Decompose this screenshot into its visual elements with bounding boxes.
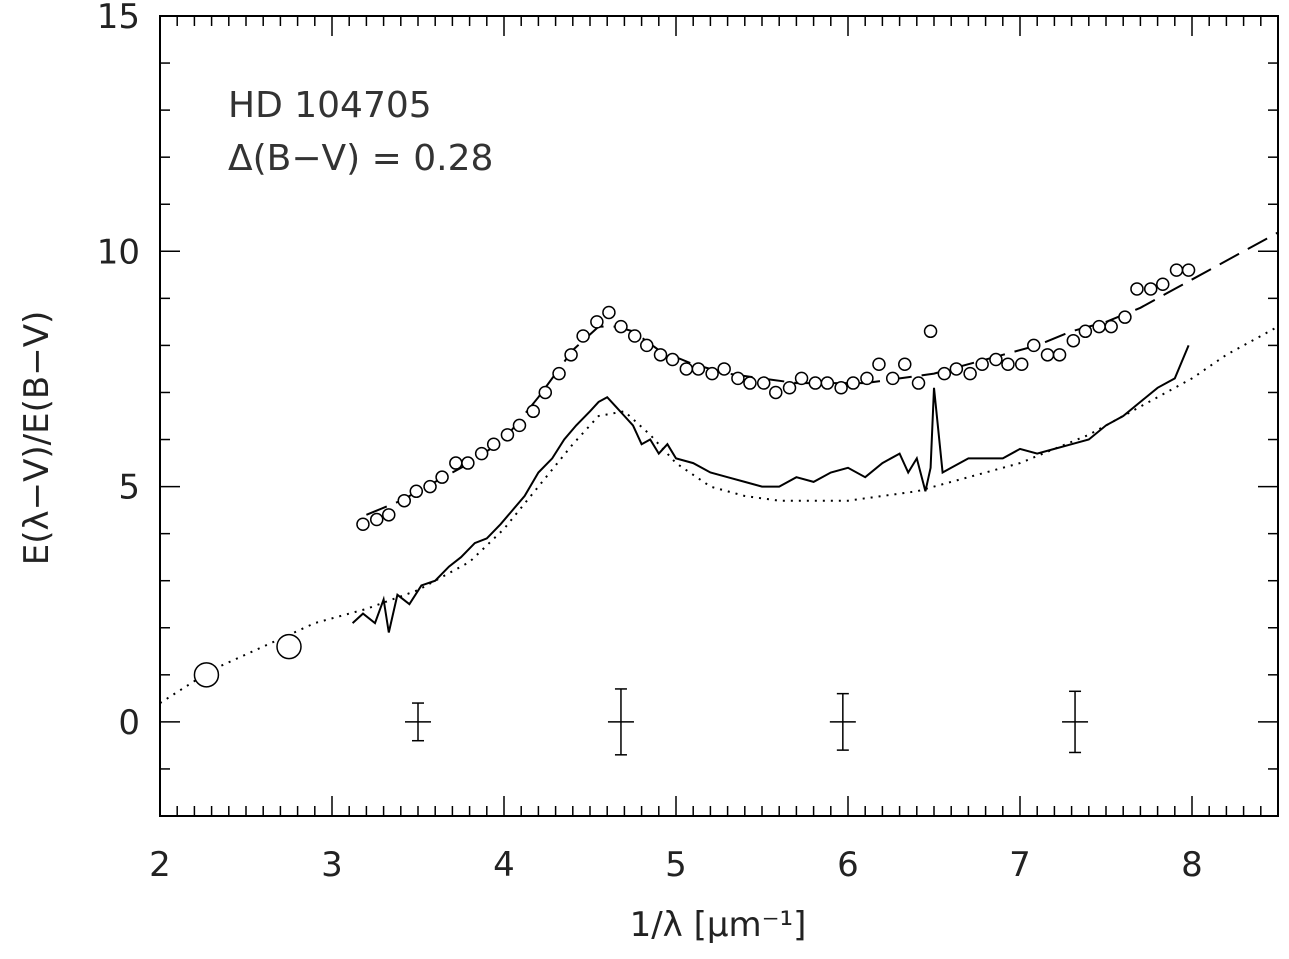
data-point <box>846 376 860 390</box>
error-bar <box>405 702 431 742</box>
error-bars <box>405 688 1089 756</box>
x-tick-label: 6 <box>837 845 859 885</box>
data-point <box>500 428 515 442</box>
data-point <box>1027 338 1041 353</box>
data-point <box>486 437 501 451</box>
data-point <box>769 385 783 400</box>
data-point <box>743 376 757 390</box>
data-point <box>937 366 952 381</box>
data-point <box>756 376 771 390</box>
data-point <box>627 329 642 343</box>
x-tick-label: 4 <box>493 845 515 885</box>
annotation-star-name: HD 104705 <box>228 85 432 126</box>
data-point <box>898 357 912 371</box>
data-point <box>382 508 396 522</box>
data-point <box>576 329 590 343</box>
annotation-color-excess: Δ(B−V) = 0.28 <box>228 138 493 179</box>
error-bar <box>607 688 634 756</box>
data-point <box>989 352 1003 367</box>
data-point <box>1066 333 1081 348</box>
data-point <box>423 479 437 494</box>
data-point <box>614 319 628 334</box>
data-point <box>564 348 578 362</box>
data-point <box>397 493 411 508</box>
data-point <box>653 348 668 362</box>
data-point <box>705 366 719 381</box>
x-tick-label: 5 <box>665 845 687 885</box>
series-layer <box>159 231 1279 704</box>
plot-frame <box>159 15 1279 817</box>
data-point <box>1078 324 1093 339</box>
tick-labels: 2 3 4 5 6 7 8 0 5 10 15 <box>97 0 1203 885</box>
series-dashed <box>366 231 1279 516</box>
data-point <box>1104 319 1118 334</box>
data-point <box>552 366 566 381</box>
series-solid-spectrum <box>351 345 1190 633</box>
x-tick-label: 8 <box>1181 845 1203 885</box>
data-point <box>731 371 745 386</box>
data-point <box>923 324 938 339</box>
data-point <box>474 446 489 461</box>
data-point <box>820 376 835 390</box>
series-dotted <box>159 325 1279 704</box>
data-point <box>640 338 654 353</box>
photometry-point <box>193 662 220 688</box>
data-point <box>885 371 900 386</box>
y-axis-label: E(λ−V)/E(B−V) <box>17 311 57 565</box>
data-point <box>369 512 384 527</box>
data-point <box>860 371 874 386</box>
data-point <box>808 376 823 390</box>
error-bar <box>829 692 856 751</box>
error-bar <box>1062 690 1089 754</box>
data-point <box>512 418 527 433</box>
data-point <box>526 404 540 419</box>
data-point <box>782 381 797 395</box>
axis-ticks <box>159 15 1279 817</box>
data-point <box>461 456 475 470</box>
x-tick-label: 3 <box>321 845 343 885</box>
x-tick-label: 7 <box>1009 845 1031 885</box>
data-point <box>717 362 731 376</box>
data-point <box>963 366 977 381</box>
y-tick-label: 15 <box>97 0 140 37</box>
data-point <box>538 385 553 400</box>
data-point <box>1118 310 1132 324</box>
photometry-point <box>276 633 302 660</box>
data-point <box>834 381 848 395</box>
data-point <box>691 362 706 376</box>
data-point <box>449 456 463 470</box>
data-point <box>602 305 616 320</box>
data-point <box>1014 357 1029 371</box>
data-point <box>1040 348 1055 362</box>
data-point <box>1156 277 1170 291</box>
data-point <box>949 362 964 376</box>
data-point <box>1092 319 1106 334</box>
data-point <box>590 315 604 329</box>
data-point <box>1052 348 1067 362</box>
data-point <box>679 362 694 376</box>
data-point <box>1001 357 1015 371</box>
data-point <box>1181 263 1196 277</box>
x-axis-label: 1/λ [μm⁻¹] <box>630 905 807 945</box>
data-point <box>435 470 449 484</box>
data-point <box>356 517 370 531</box>
y-tick-label: 0 <box>118 703 140 743</box>
data-point <box>665 352 680 367</box>
y-tick-label: 10 <box>97 232 140 272</box>
data-point <box>911 376 926 390</box>
data-point <box>975 357 989 371</box>
data-point <box>409 484 424 499</box>
data-point <box>794 371 809 386</box>
y-tick-label: 5 <box>118 468 140 508</box>
data-point <box>872 357 886 371</box>
data-point <box>1130 282 1144 296</box>
data-point <box>1169 263 1184 277</box>
data-point <box>1143 282 1158 296</box>
x-tick-label: 2 <box>149 845 171 885</box>
